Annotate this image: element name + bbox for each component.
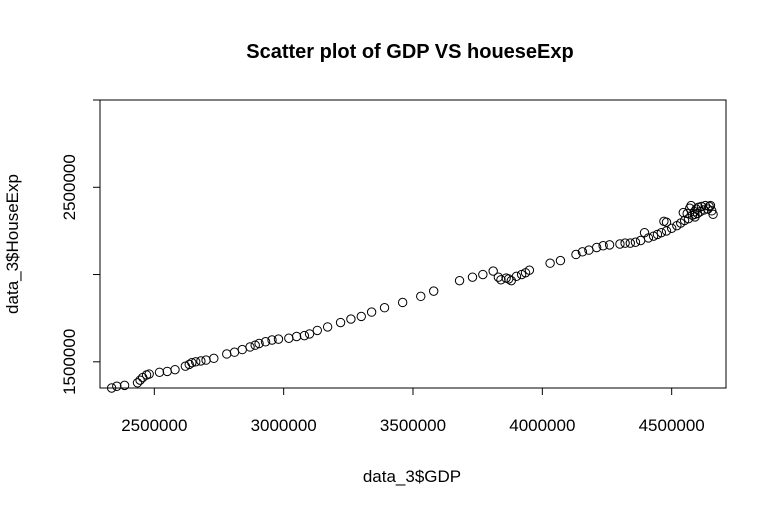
data-point bbox=[661, 226, 672, 236]
data-point bbox=[346, 314, 356, 324]
data-point bbox=[267, 335, 277, 345]
data-point bbox=[678, 207, 689, 218]
data-point bbox=[416, 291, 426, 302]
data-point bbox=[196, 356, 206, 366]
data-point bbox=[201, 355, 211, 365]
data-point bbox=[700, 200, 711, 211]
data-point bbox=[356, 311, 366, 322]
data-point bbox=[237, 344, 247, 355]
data-point bbox=[312, 325, 322, 336]
chart-title: Scatter plot of GDP VS houeseExp bbox=[246, 41, 573, 63]
data-point bbox=[229, 347, 240, 357]
data-point bbox=[162, 366, 172, 377]
data-point bbox=[222, 349, 232, 359]
data-point bbox=[187, 357, 197, 368]
data-point bbox=[154, 367, 165, 377]
data-point bbox=[615, 239, 625, 249]
data-point bbox=[496, 275, 506, 285]
y-axis-label: data_3$HouseExp bbox=[3, 174, 22, 314]
data-point bbox=[245, 342, 255, 352]
data-point bbox=[704, 201, 714, 212]
data-point bbox=[260, 337, 271, 347]
y-axis: 1500000 2500000 bbox=[60, 99, 101, 395]
data-point bbox=[620, 238, 630, 248]
data-point bbox=[630, 237, 641, 247]
data-point bbox=[656, 227, 667, 238]
x-axis: 2500000 3000000 3500000 4000000 4500000 bbox=[121, 387, 705, 435]
y-tick-label: 2500000 bbox=[60, 154, 79, 220]
x-axis-label: data_3$GDP bbox=[363, 467, 461, 486]
data-point bbox=[132, 378, 143, 388]
data-point bbox=[488, 266, 498, 276]
data-point bbox=[106, 383, 117, 393]
data-point bbox=[545, 258, 555, 268]
data-point bbox=[112, 381, 122, 391]
data-point bbox=[144, 369, 154, 379]
x-tick-label: 3000000 bbox=[251, 416, 317, 435]
data-point bbox=[191, 357, 201, 367]
x-tick-label: 4500000 bbox=[639, 416, 705, 435]
data-point bbox=[666, 223, 677, 233]
data-point bbox=[366, 307, 377, 317]
data-point bbox=[493, 272, 504, 282]
data-point bbox=[604, 240, 615, 250]
data-point bbox=[577, 247, 588, 257]
data-point bbox=[135, 375, 145, 385]
data-point bbox=[119, 380, 130, 391]
data-point bbox=[454, 275, 465, 286]
data-point bbox=[478, 269, 488, 280]
y-tick-label: 1500000 bbox=[60, 329, 79, 395]
data-point bbox=[691, 204, 701, 214]
data-points bbox=[106, 200, 718, 393]
data-point bbox=[322, 322, 333, 332]
data-point bbox=[555, 255, 566, 266]
data-point bbox=[397, 297, 408, 308]
data-point bbox=[428, 286, 439, 296]
data-point bbox=[639, 227, 650, 238]
x-tick-label: 4000000 bbox=[509, 416, 575, 435]
data-point bbox=[524, 265, 535, 275]
x-tick-label: 3500000 bbox=[380, 416, 446, 435]
data-point bbox=[379, 303, 390, 313]
x-tick-label: 2500000 bbox=[121, 416, 187, 435]
data-point bbox=[625, 238, 635, 248]
data-point bbox=[291, 331, 302, 342]
data-point bbox=[273, 334, 284, 344]
data-point bbox=[635, 235, 646, 246]
data-point bbox=[591, 242, 602, 253]
data-point bbox=[705, 200, 716, 211]
data-point bbox=[682, 208, 692, 219]
data-point bbox=[511, 271, 522, 281]
data-point bbox=[184, 359, 194, 370]
data-point bbox=[598, 241, 608, 251]
data-point bbox=[661, 217, 672, 227]
data-point bbox=[304, 329, 315, 339]
data-point bbox=[335, 317, 346, 328]
data-point bbox=[170, 364, 180, 375]
data-point bbox=[299, 330, 310, 341]
data-point bbox=[690, 209, 700, 220]
data-point bbox=[284, 333, 294, 343]
data-point bbox=[708, 209, 718, 220]
data-point bbox=[254, 338, 264, 349]
data-point bbox=[467, 272, 478, 282]
data-point bbox=[209, 353, 219, 364]
data-point bbox=[571, 249, 581, 260]
